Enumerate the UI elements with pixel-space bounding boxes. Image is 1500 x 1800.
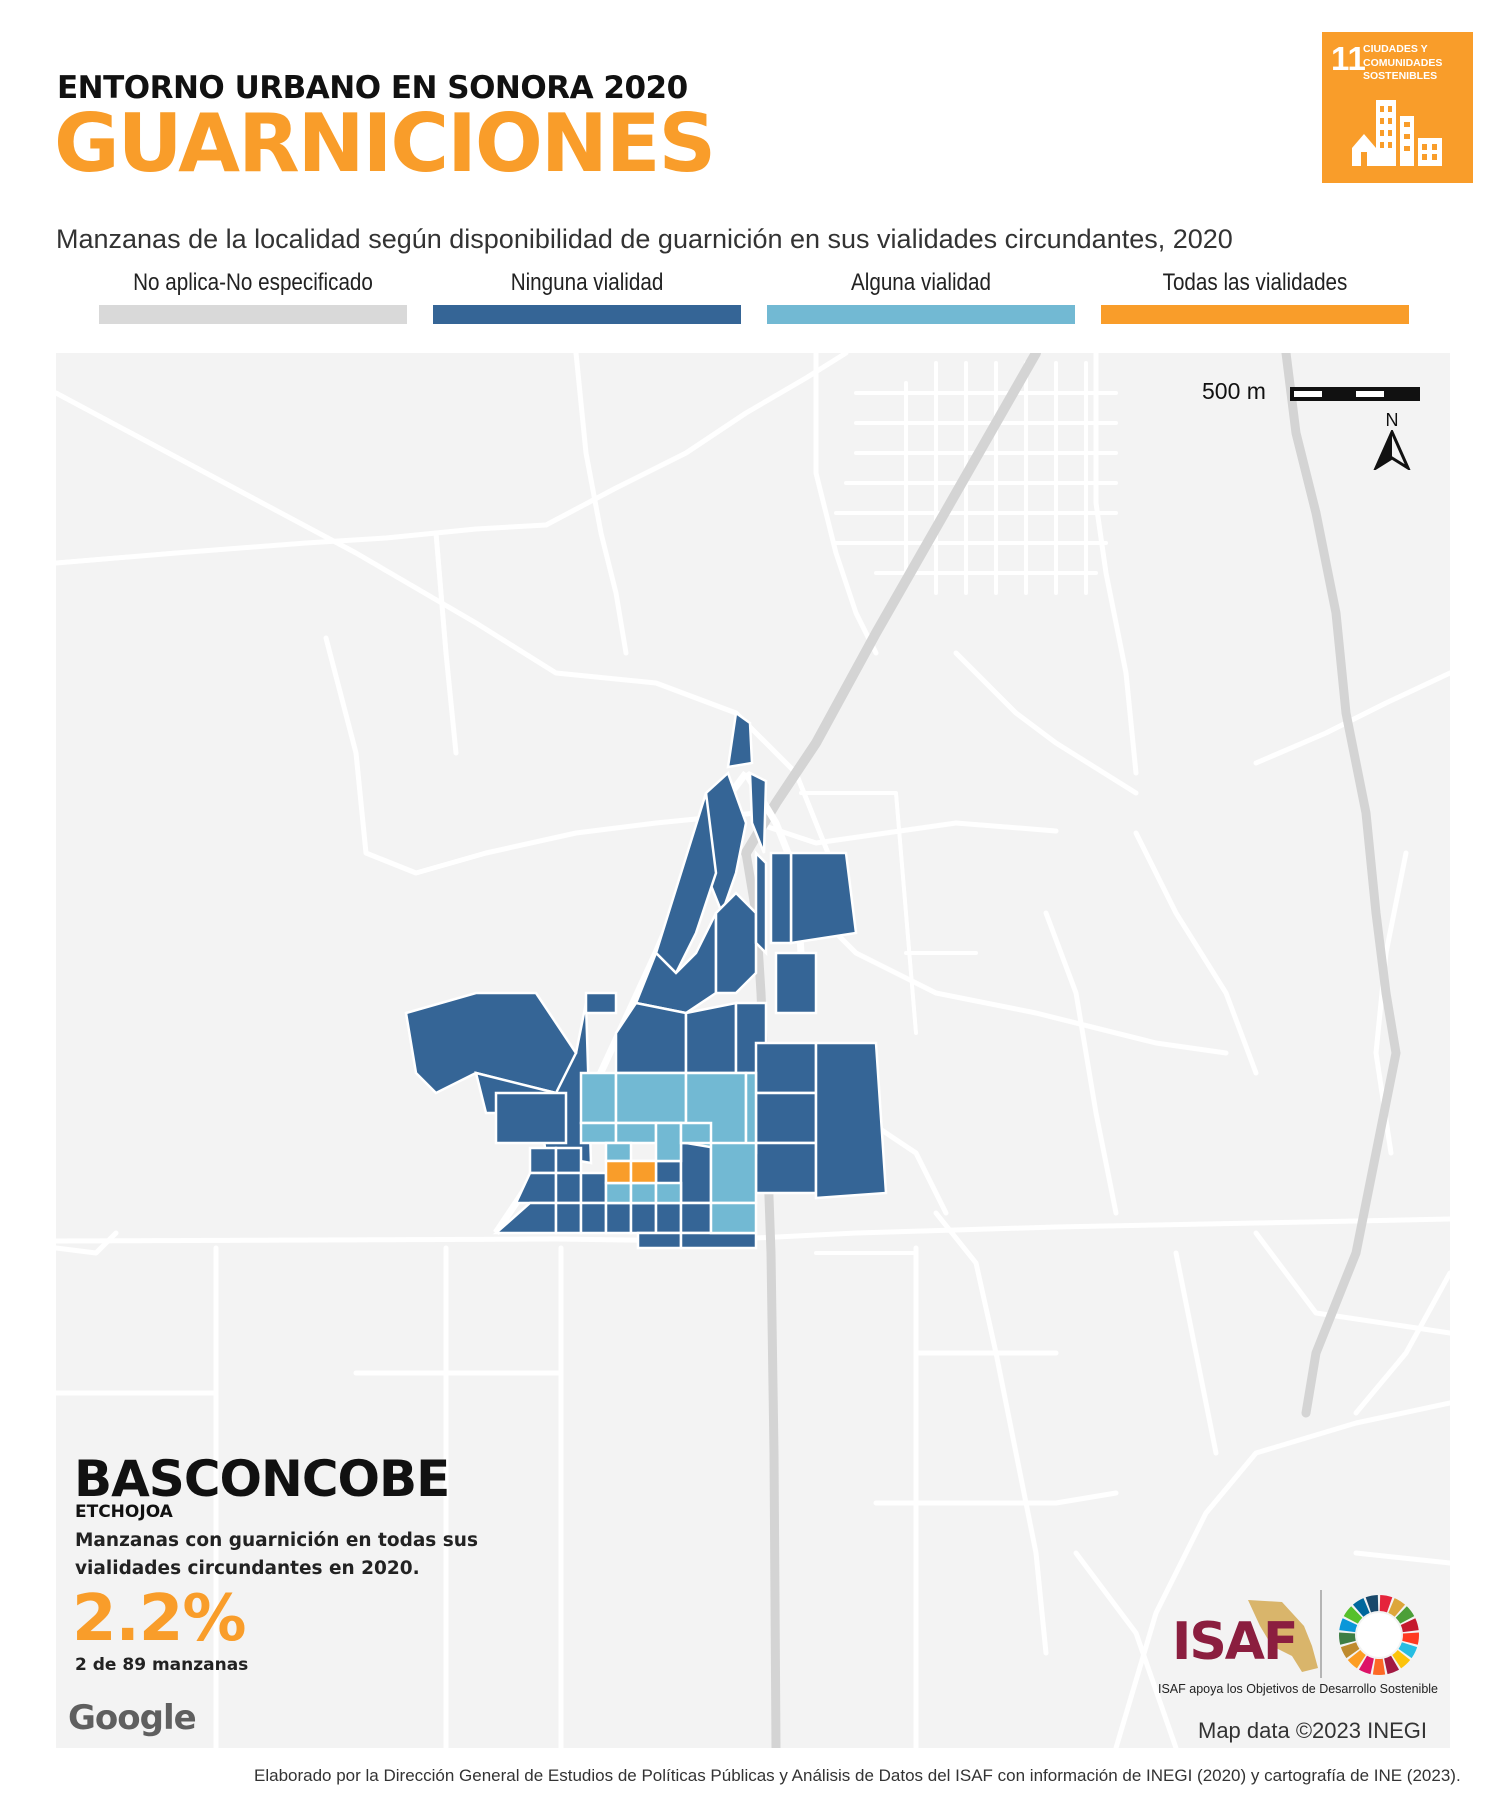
indicator-count: 2 de 89 manzanas — [75, 1655, 249, 1675]
legend-item-todas: Todas las vialidades — [1101, 269, 1409, 324]
sdg-wheel-segment — [1379, 1595, 1393, 1613]
sdg-wheel-segment — [1372, 1658, 1386, 1675]
legend-item-no-aplica: No aplica-No especificado — [99, 269, 407, 324]
sdg-wheel-segment — [1400, 1618, 1419, 1633]
scale-bar-icon — [1290, 387, 1420, 401]
sdg-wheel-segment — [1392, 1650, 1411, 1669]
legend-label: Alguna vialidad — [850, 269, 991, 296]
sdg-number: 11 — [1331, 40, 1366, 77]
sdg-wheel-segment — [1384, 1655, 1400, 1675]
sdg-wheel-segment — [1343, 1606, 1363, 1624]
sdg-wheel-segment — [1352, 1598, 1370, 1617]
legend-item-ninguna: Ninguna vialidad — [433, 269, 741, 324]
locality-name: BASCONCOBE — [74, 1450, 450, 1508]
sonora-map-icon — [1248, 1600, 1318, 1672]
legend-swatch — [767, 305, 1075, 324]
sdg-wheel-segment — [1365, 1595, 1379, 1613]
sdg-wheel-icon — [1339, 1595, 1419, 1675]
isaf-wordmark: ISAF — [1172, 1612, 1299, 1672]
sdg-wheel-segment — [1347, 1650, 1366, 1669]
sdg-wheel-segment — [1339, 1618, 1358, 1633]
legend-swatch — [99, 305, 407, 324]
sdg-wheel-segment — [1398, 1642, 1418, 1659]
legend-swatch — [433, 305, 741, 324]
sdg-wheel-segment — [1340, 1642, 1360, 1659]
base-map — [56, 353, 1450, 1748]
isaf-caption: ISAF apoya los Objetivos de Desarrollo S… — [1158, 1682, 1439, 1696]
municipality-name: ETCHOJOA — [75, 1502, 173, 1522]
sdg-wheel-segment — [1358, 1655, 1374, 1675]
logo-divider — [1320, 1590, 1322, 1678]
map-scale: 500 m — [1202, 378, 1422, 408]
indicator-percentage: 2.2% — [72, 1582, 246, 1656]
kicker-title: ENTORNO URBANO EN SONORA 2020 — [57, 70, 688, 106]
city-buildings-icon — [1352, 100, 1442, 166]
scale-label: 500 m — [1202, 378, 1266, 404]
map-legend: No aplica-No especificado Ninguna vialid… — [0, 269, 1500, 329]
google-logo: Google — [68, 1698, 197, 1738]
legend-swatch — [1101, 305, 1409, 324]
legend-label: Todas las vialidades — [1162, 269, 1348, 296]
sdg-wheel-segment — [1388, 1598, 1406, 1617]
north-label: N — [1385, 410, 1399, 430]
isaf-logo: ISAF — [1158, 1592, 1448, 1692]
north-arrow: N — [1370, 410, 1414, 470]
north-arrow-icon — [1373, 430, 1411, 470]
sdg-wheel-segment — [1402, 1632, 1419, 1645]
sdg-label: CIUDADES Y COMUNIDADES SOSTENIBLES — [1363, 43, 1443, 83]
indicator-description: Manzanas con guarnición en todas sus via… — [75, 1530, 478, 1579]
sdg-wheel-segment — [1339, 1632, 1356, 1645]
page-subtitle: Manzanas de la localidad según disponibi… — [56, 224, 1233, 254]
sdg-11-badge: 11 CIUDADES Y COMUNIDADES SOSTENIBLES — [1322, 32, 1473, 183]
source-credit: Elaborado por la Dirección General de Es… — [254, 1766, 1461, 1785]
map-attribution: Map data ©2023 INEGI — [1198, 1718, 1428, 1743]
page-title: GUARNICIONES — [54, 97, 716, 190]
map-canvas[interactable] — [56, 353, 1450, 1748]
legend-label: Ninguna vialidad — [510, 269, 664, 296]
legend-item-alguna: Alguna vialidad — [767, 269, 1075, 324]
legend-label: No aplica-No especificado — [133, 269, 373, 296]
sdg-wheel-segment — [1395, 1606, 1415, 1624]
